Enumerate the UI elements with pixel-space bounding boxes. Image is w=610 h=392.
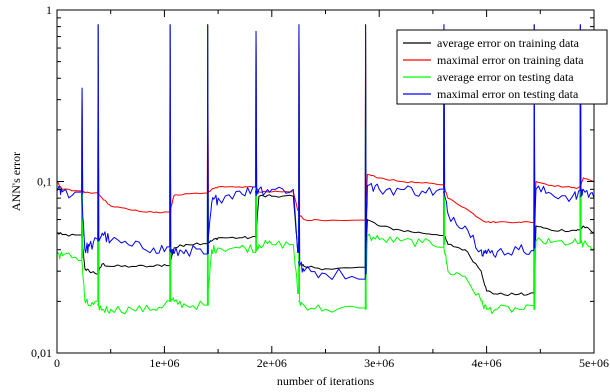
x-tick-label: 3e+06 (364, 356, 394, 370)
y-axis-label: ANN's error (9, 152, 23, 211)
x-tick-label: 0 (54, 356, 60, 370)
series-line-3 (56, 24, 595, 315)
x-tick-label: 1e+06 (149, 356, 179, 370)
legend-entry: maximal error on testing data (437, 87, 579, 101)
y-tick-label: 0,01 (31, 346, 52, 360)
legend-entry: average error on testing data (437, 70, 574, 84)
y-tick-label: 1 (46, 3, 52, 17)
x-tick-label: 4e+06 (472, 356, 502, 370)
legend-box (396, 29, 608, 105)
x-axis-label: number of iterations (277, 374, 375, 388)
x-tick-label: 2e+06 (257, 356, 287, 370)
x-tick-label: 5e+06 (579, 356, 609, 370)
y-tick-label: 0,1 (37, 175, 52, 189)
legend-entry: maximal error on training data (437, 53, 584, 67)
series-line-4 (56, 24, 595, 280)
axis-ticks: 0 1e+06 2e+06 3e+06 4e+06 5e+06 0,01 0,1 1 (31, 3, 609, 370)
legend: average error on training data maximal er… (396, 29, 608, 105)
plot-lines (56, 24, 595, 315)
legend-entry: average error on training data (437, 36, 580, 50)
